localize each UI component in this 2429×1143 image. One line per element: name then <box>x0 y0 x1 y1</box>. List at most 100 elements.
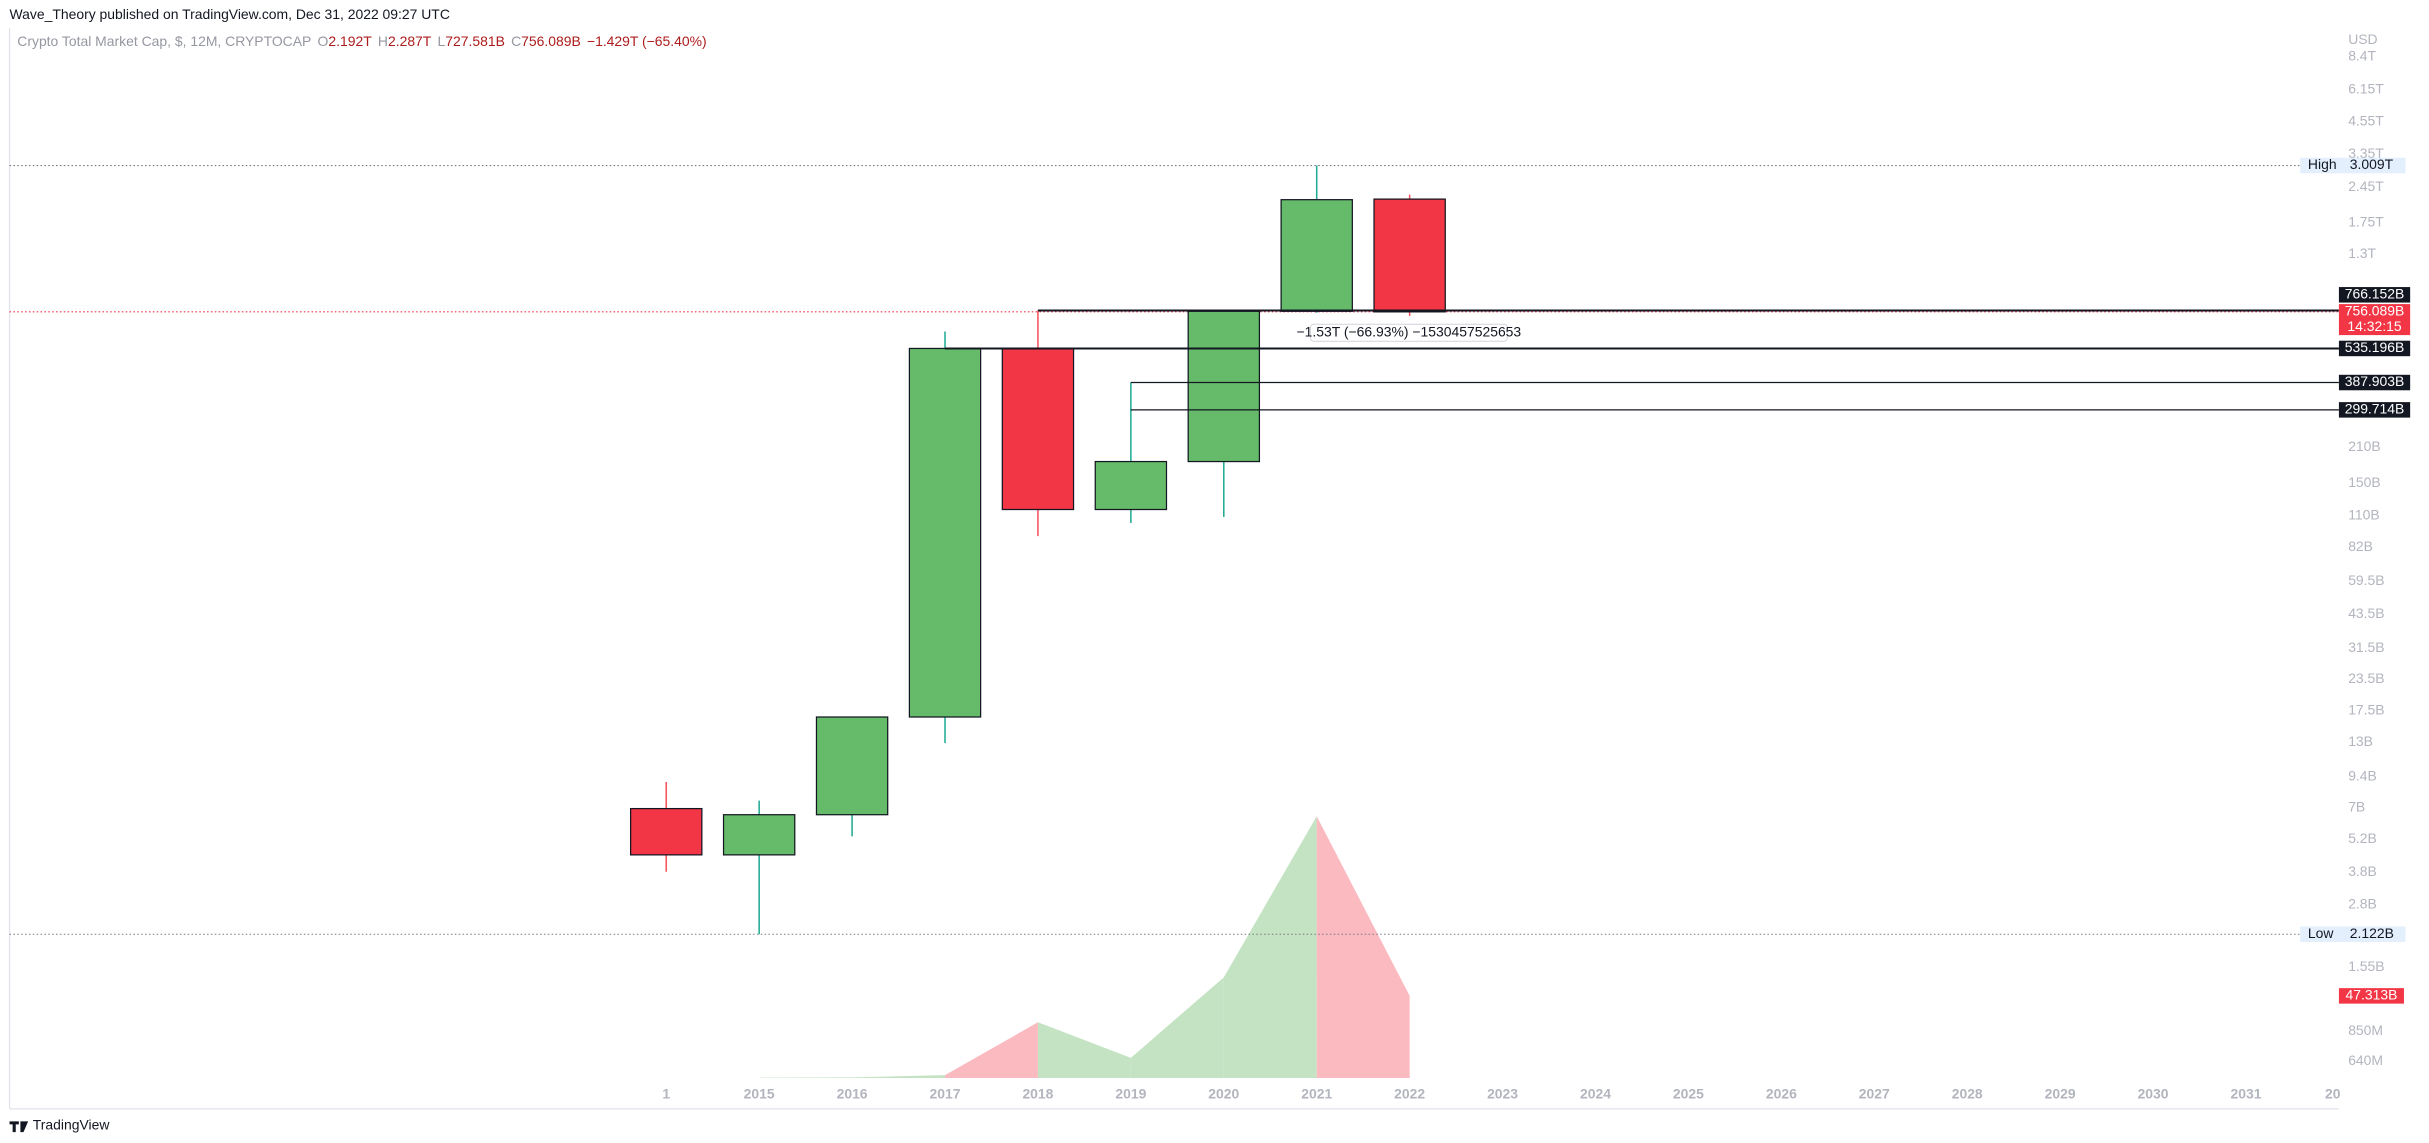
y-tick-label: 7B <box>2348 799 2365 815</box>
x-tick-label: 2016 <box>837 1086 868 1102</box>
legend-change: −1.429T (−65.40%) <box>587 33 707 49</box>
candle-body <box>722 814 796 856</box>
x-tick-label: 2028 <box>1952 1086 1983 1102</box>
extreme-value: 3.009T <box>2350 156 2394 172</box>
legend-key: L <box>438 33 446 49</box>
legend-value: 2.287T <box>388 33 432 49</box>
y-tick-label: 3.35T <box>2348 145 2384 161</box>
publisher: Wave_Theory published on TradingView.com… <box>10 6 450 22</box>
countdown: 14:32:15 <box>2347 318 2401 334</box>
level-label: 766.152B <box>2345 285 2405 301</box>
current-price-label: 756.089B <box>2345 303 2405 319</box>
y-tick-label: 82B <box>2348 538 2373 554</box>
legend: Crypto Total Market Cap, $, 12M, CRYPTOC… <box>17 33 706 49</box>
x-tick-label: 2022 <box>1394 1086 1425 1102</box>
x-tick-label: 1 <box>662 1086 670 1102</box>
y-tick-label: 43.5B <box>2348 605 2384 621</box>
y-tick-label: 1.75T <box>2348 214 2384 230</box>
y-tick-label: 31.5B <box>2348 639 2384 655</box>
brand: TradingView <box>9 1117 111 1133</box>
level-label: 299.714B <box>2345 401 2405 417</box>
y-tick-label: 9.4B <box>2348 767 2377 783</box>
y-tick-label: 110B <box>2348 507 2379 523</box>
x-tick-label: 2029 <box>2045 1086 2076 1102</box>
x-tick-label: 2017 <box>930 1086 961 1102</box>
y-tick-label: 1.55B <box>2348 958 2384 974</box>
level-label-bg <box>2338 374 2411 391</box>
logo <box>9 1121 29 1133</box>
volume-area <box>945 1022 1038 1078</box>
legend-key: O <box>318 33 329 49</box>
y-tick-label: 6.15T <box>2348 81 2384 97</box>
y-tick-label: 59.5B <box>2348 572 2384 588</box>
y-tick-label: 23.5B <box>2348 670 2384 686</box>
volume-area <box>1130 977 1224 1078</box>
level-label-bg <box>2338 287 2411 303</box>
measure-text: −1.53T (−66.93%) −1530457525653 <box>1297 323 1522 339</box>
candle-body <box>1280 199 1353 312</box>
current-price-label-bg <box>2338 304 2411 336</box>
brand-name: TradingView <box>33 1117 111 1133</box>
x-tick-label: 2024 <box>1580 1086 1611 1102</box>
candle-body <box>1187 310 1261 463</box>
y-tick-label: 4.55T <box>2348 112 2384 128</box>
x-tick-label: 2019 <box>1115 1086 1146 1102</box>
y-tick-label: 3.8B <box>2348 863 2377 879</box>
volume-label-bg <box>2338 988 2404 1004</box>
x-tick-label: 2023 <box>1487 1086 1518 1102</box>
x-tick-label: 2031 <box>2230 1086 2261 1102</box>
y-tick-label: 5.2B <box>2348 830 2377 846</box>
candle-body <box>1094 460 1168 511</box>
candle-body <box>908 347 982 718</box>
candle-body <box>815 716 889 816</box>
x-tick-label: 2025 <box>1673 1086 1704 1102</box>
level-label-bg <box>2338 402 2411 418</box>
level-label: 535.196B <box>2345 339 2405 355</box>
symbol-title: Crypto Total Market Cap, $, 12M, CRYPTOC… <box>17 33 311 49</box>
x-tick-label: 2020 <box>1208 1086 1239 1102</box>
y-tick-label: 2.8B <box>2348 896 2377 912</box>
x-tick-label: 20 <box>2325 1086 2341 1102</box>
extreme-label-bg <box>2300 157 2406 174</box>
legend-value: 756.089B <box>521 33 581 49</box>
y-tick-label: 2.45T <box>2348 178 2384 194</box>
legend-value: 2.192T <box>328 33 372 49</box>
candle-body <box>629 807 703 856</box>
legend-key: C <box>511 33 521 49</box>
y-tick-label: 13B <box>2348 733 2373 749</box>
y-tick-label: 1.3T <box>2348 245 2376 261</box>
candle-body <box>1373 198 1446 313</box>
level-label-bg <box>2338 340 2411 357</box>
x-tick-label: 2026 <box>1766 1086 1797 1102</box>
x-tick-label: 2027 <box>1859 1086 1890 1102</box>
level-label: 387.903B <box>2345 373 2405 389</box>
legend-key: H <box>378 33 388 49</box>
volume-label: 47.313B <box>2346 987 2398 1003</box>
volume-area <box>852 1075 946 1078</box>
x-tick-label: 2021 <box>1301 1086 1332 1102</box>
y-tick-label: 150B <box>2348 474 2381 490</box>
extreme-text: High <box>2308 156 2337 172</box>
measure-box <box>1310 323 1508 342</box>
legend-value: 727.581B <box>445 33 505 49</box>
volume-area <box>759 1077 853 1078</box>
candle-body <box>1001 347 1075 511</box>
extreme-text: Low <box>2308 925 2334 941</box>
volume-area <box>1316 816 1410 1078</box>
y-tick-label: 17.5B <box>2348 701 2384 717</box>
y-tick-label: 210B <box>2348 438 2381 454</box>
x-tick-label: 2030 <box>2138 1086 2169 1102</box>
extreme-value: 2.122B <box>2350 925 2394 941</box>
x-tick-label: 2018 <box>1022 1086 1053 1102</box>
currency: USD <box>2348 31 2377 47</box>
volume-area <box>1037 1022 1131 1078</box>
extreme-label-bg <box>2300 926 2406 943</box>
y-tick-label: 850M <box>2348 1022 2383 1038</box>
y-tick-label: 640M <box>2348 1052 2383 1068</box>
y-tick-label: 8.4T <box>2348 47 2376 63</box>
x-tick-label: 2015 <box>744 1086 775 1102</box>
volume-area <box>1223 816 1317 1078</box>
